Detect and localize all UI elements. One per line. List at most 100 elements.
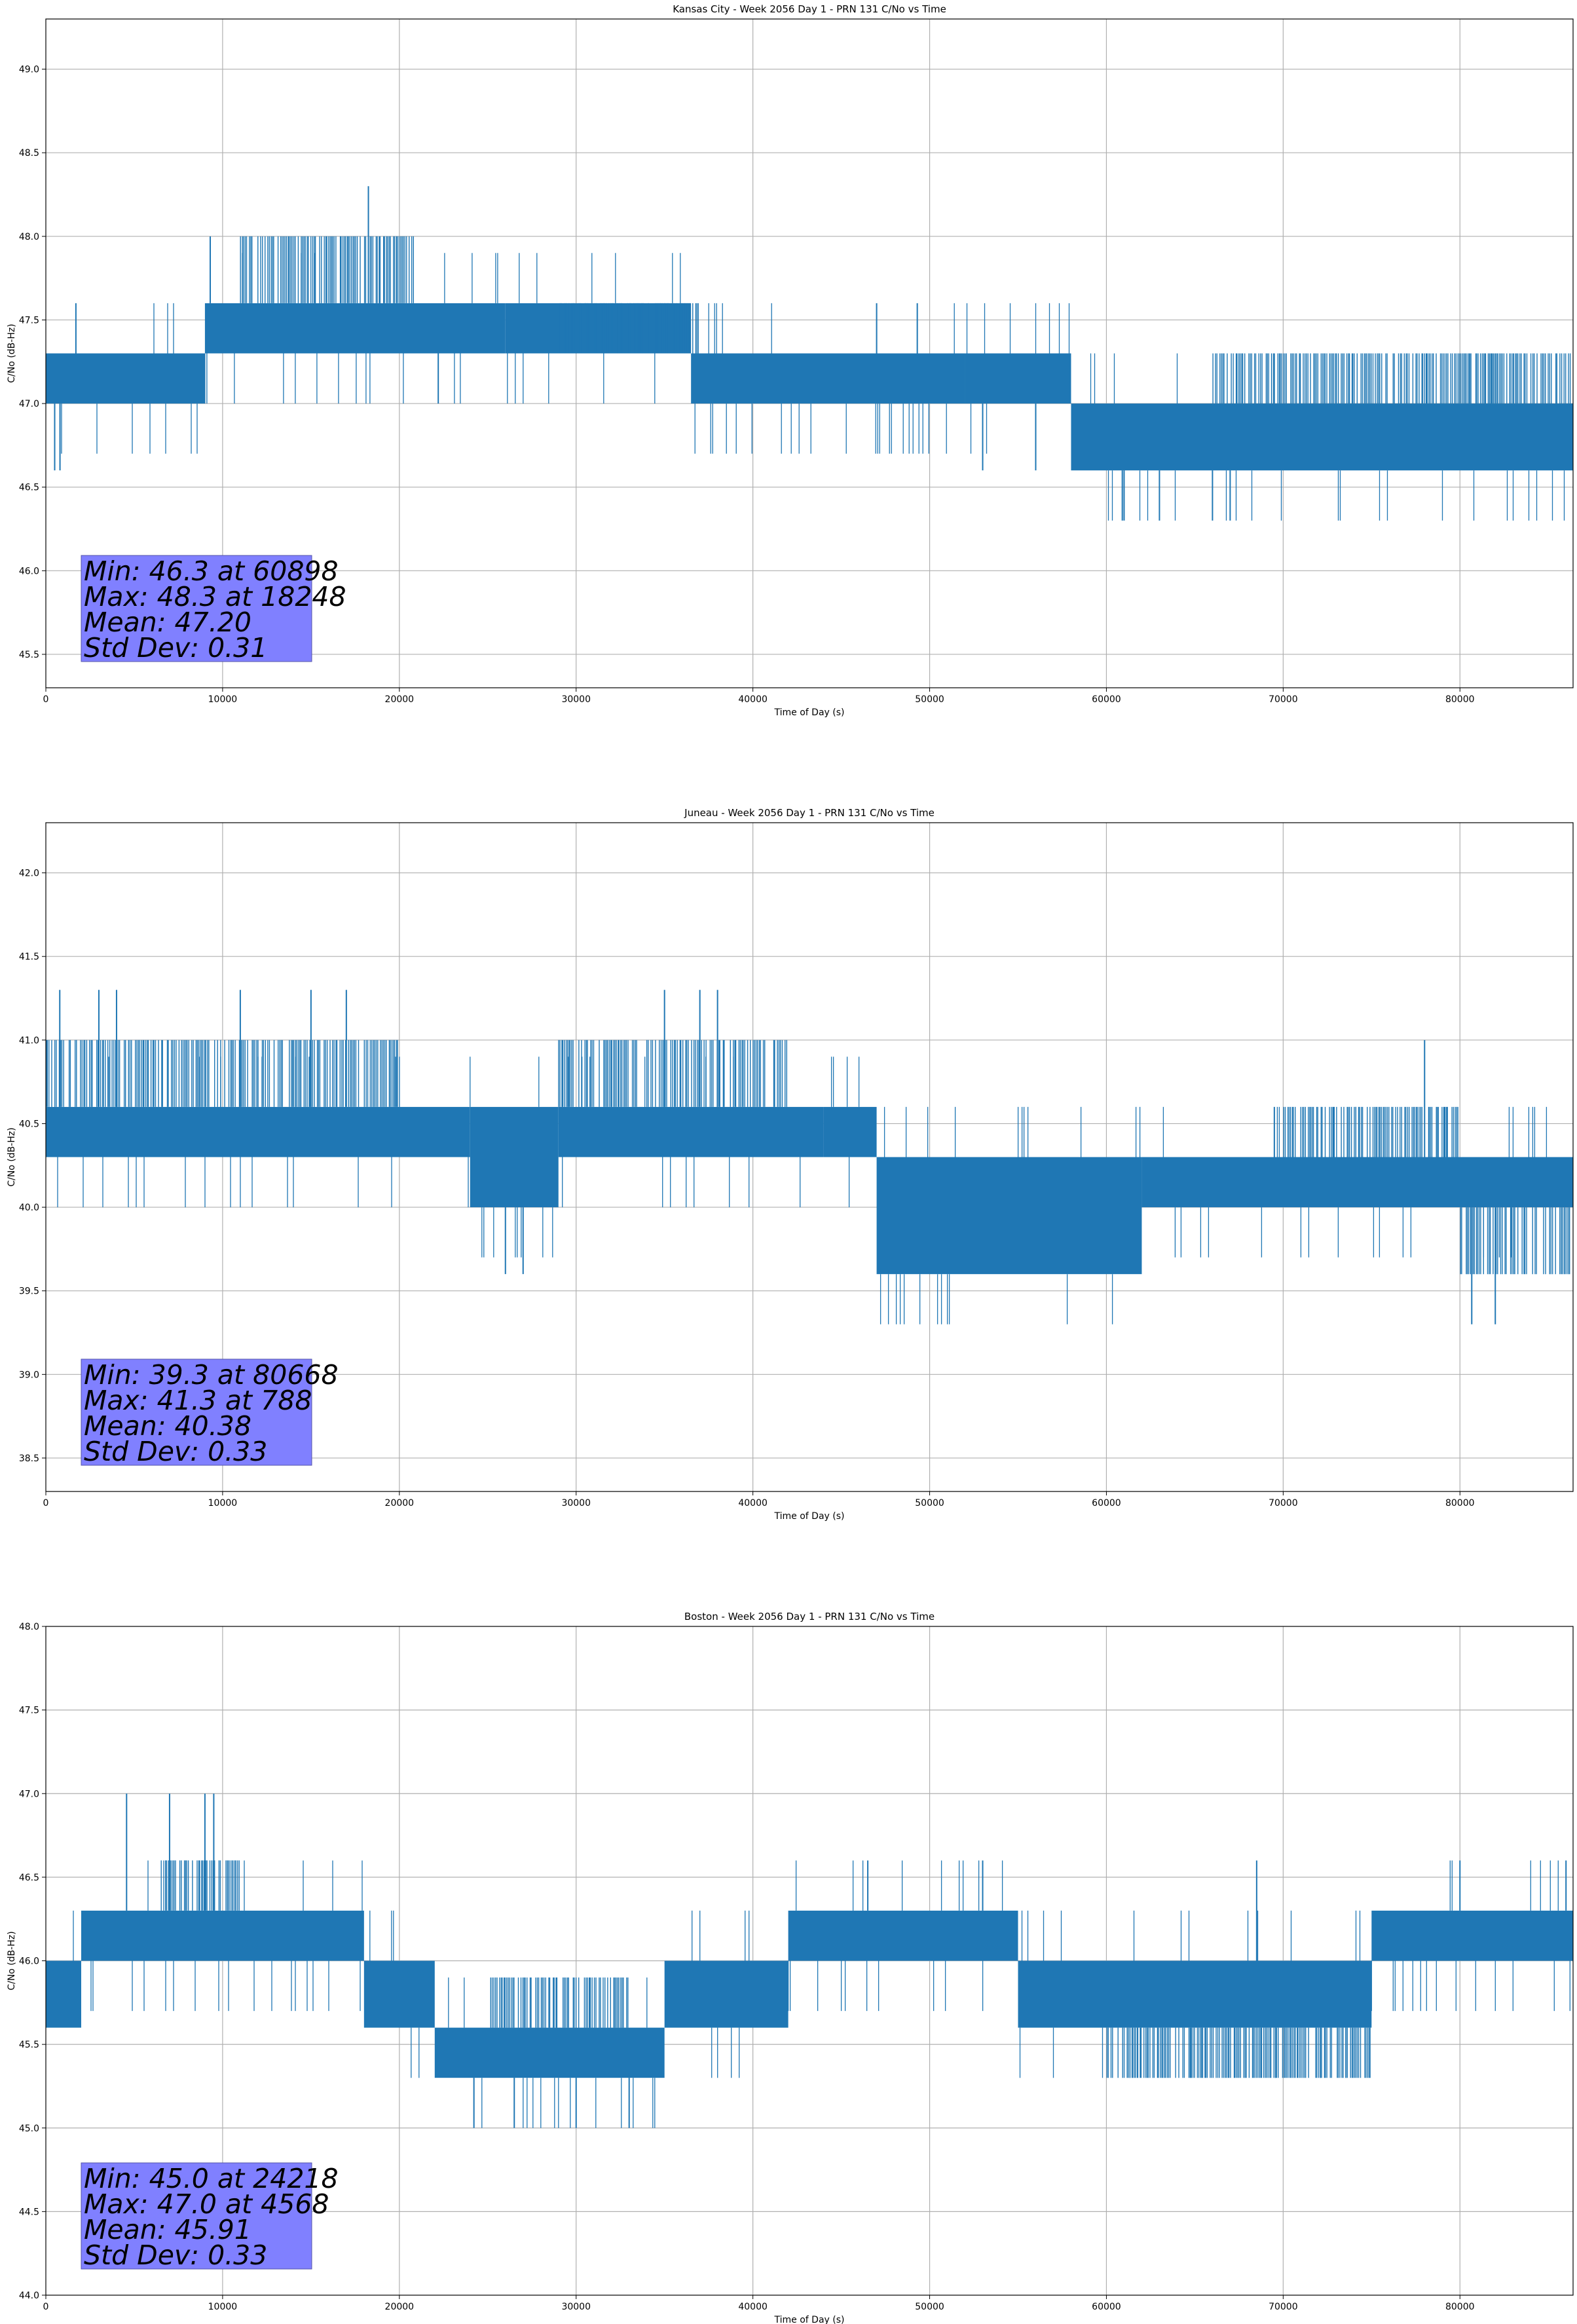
y-tick-label: 39.5 xyxy=(19,1286,39,1297)
x-tick-label: 70000 xyxy=(1269,1498,1298,1509)
stats-box xyxy=(81,555,312,662)
data-band xyxy=(1071,403,1573,471)
x-tick-label: 80000 xyxy=(1445,1498,1475,1509)
y-tick-label: 41.5 xyxy=(19,952,39,962)
data-band xyxy=(81,1910,364,1961)
x-tick-label: 0 xyxy=(43,1498,49,1509)
data-noise xyxy=(694,303,955,454)
data-band-noise xyxy=(1212,353,1571,404)
data-noise xyxy=(90,1860,363,2012)
x-tick-label: 10000 xyxy=(208,1498,238,1509)
data-band xyxy=(505,303,692,354)
data-series xyxy=(46,1793,1573,2128)
x-tick-label: 50000 xyxy=(915,1498,944,1509)
x-axis-label: Time of Day (s) xyxy=(774,1511,845,1522)
stats-line: Max: 41.3 at 788 xyxy=(84,1385,312,1416)
stats-line: Max: 47.0 at 4568 xyxy=(84,2188,329,2220)
data-band xyxy=(46,353,205,404)
data-noise xyxy=(1019,1910,1361,2078)
y-tick-label: 45.5 xyxy=(19,2040,39,2050)
data-noise xyxy=(61,303,198,454)
data-noise xyxy=(1090,353,1565,521)
y-tick-label: 41.0 xyxy=(19,1036,39,1046)
x-axis-label: Time of Day (s) xyxy=(774,707,845,718)
y-tick-label: 47.5 xyxy=(19,315,39,326)
x-tick-label: 20000 xyxy=(385,1498,415,1509)
data-band xyxy=(46,1106,470,1157)
chart-title: Juneau - Week 2056 Day 1 - PRN 131 C/No … xyxy=(684,807,935,819)
x-tick-label: 60000 xyxy=(1092,1498,1121,1509)
y-tick-label: 39.0 xyxy=(19,1370,39,1380)
data-band-noise xyxy=(46,1040,398,1107)
stats-line: Min: 46.3 at 60898 xyxy=(84,555,339,587)
stats-line: Std Dev: 0.33 xyxy=(84,1436,267,1467)
y-tick-label: 44.0 xyxy=(19,2291,39,2301)
data-noise xyxy=(57,1057,469,1208)
stats-line: Std Dev: 0.31 xyxy=(84,632,267,664)
x-tick-label: 10000 xyxy=(208,2302,238,2312)
data-noise xyxy=(880,1106,1141,1324)
plot-frame xyxy=(45,822,1574,1492)
stats-box xyxy=(81,2162,312,2270)
y-tick-label: 40.0 xyxy=(19,1203,39,1213)
data-band xyxy=(664,1960,788,2028)
data-band-noise xyxy=(240,236,414,303)
stats-line: Max: 48.3 at 18248 xyxy=(84,581,346,612)
y-tick-label: 46.5 xyxy=(19,483,39,493)
data-band xyxy=(876,1157,1142,1275)
y-tick-label: 46.0 xyxy=(19,566,39,576)
stats-line: Mean: 47.20 xyxy=(84,607,251,638)
y-tick-label: 47.0 xyxy=(19,1789,39,1799)
data-band xyxy=(823,1106,877,1157)
x-tick-label: 30000 xyxy=(561,694,591,705)
y-tick-label: 40.5 xyxy=(19,1119,39,1129)
x-tick-label: 40000 xyxy=(738,2302,768,2312)
x-tick-label: 40000 xyxy=(738,1498,768,1509)
data-band xyxy=(363,1960,435,2028)
data-band-noise xyxy=(1460,1207,1570,1275)
stats-line: Std Dev: 0.33 xyxy=(84,2240,267,2271)
y-tick-label: 49.0 xyxy=(19,65,39,75)
y-tick-label: 47.5 xyxy=(19,1706,39,1716)
y-tick-label: 48.5 xyxy=(19,148,39,159)
data-band xyxy=(204,303,506,354)
data-noise xyxy=(204,253,498,404)
data-band-noise xyxy=(1106,2027,1371,2078)
y-tick-label: 45.5 xyxy=(19,650,39,660)
chart-panel-3: Boston - Week 2056 Day 1 - PRN 131 C/No … xyxy=(7,1611,1574,2324)
data-noise xyxy=(692,1910,750,2078)
y-tick-label: 45.0 xyxy=(19,2124,39,2134)
x-tick-label: 40000 xyxy=(738,694,768,705)
data-band xyxy=(1371,1910,1573,1961)
chart-panel-2: Juneau - Week 2056 Day 1 - PRN 131 C/No … xyxy=(7,807,1574,1522)
x-tick-label: 20000 xyxy=(385,2302,415,2312)
data-band xyxy=(1141,1157,1573,1208)
x-tick-label: 10000 xyxy=(208,694,238,705)
data-noise xyxy=(448,1977,656,2128)
y-axis-label: C/No (dB-Hz) xyxy=(7,324,17,383)
data-noise xyxy=(507,253,681,404)
data-noise xyxy=(830,1057,860,1208)
y-axis-label: C/No (dB-Hz) xyxy=(7,1931,17,1990)
data-band xyxy=(470,1106,559,1208)
y-tick-label: 48.0 xyxy=(19,1622,39,1632)
data-noise xyxy=(369,1910,420,2078)
y-tick-label: 46.5 xyxy=(19,1873,39,1883)
x-axis-label: Time of Day (s) xyxy=(774,2315,845,2324)
y-tick-label: 38.5 xyxy=(19,1453,39,1464)
data-band-noise xyxy=(490,1977,629,2028)
chart-title: Boston - Week 2056 Day 1 - PRN 131 C/No … xyxy=(684,1611,935,1622)
data-series xyxy=(46,990,1573,1324)
x-tick-label: 50000 xyxy=(915,2302,944,2312)
x-tick-label: 70000 xyxy=(1269,2302,1298,2312)
data-noise xyxy=(1371,1860,1570,2012)
data-band-noise xyxy=(160,1860,240,1911)
x-tick-label: 80000 xyxy=(1445,2302,1475,2312)
data-band xyxy=(434,2027,665,2078)
data-band-noise xyxy=(559,303,699,354)
data-band xyxy=(965,353,1071,404)
stats-line: Mean: 45.91 xyxy=(84,2214,251,2245)
y-tick-label: 48.0 xyxy=(19,232,39,242)
x-tick-label: 30000 xyxy=(561,2302,591,2312)
